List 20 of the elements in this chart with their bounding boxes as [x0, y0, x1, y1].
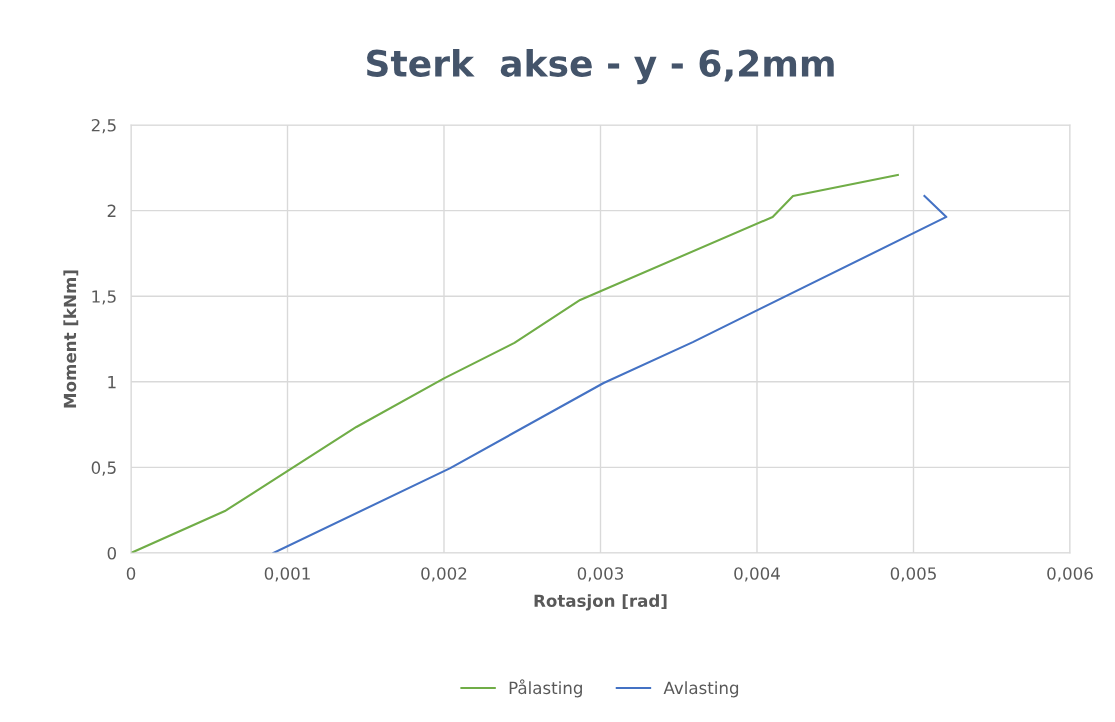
chart-title: Sterk akse - y - 6,2mm	[367, 48, 834, 85]
y-tick-label: 1	[108, 375, 116, 389]
x-tick-label: 0,005	[890, 567, 936, 582]
y-tick-label: 0,5	[91, 461, 116, 476]
x-tick-label: 0,006	[1047, 567, 1093, 582]
legend-label: Pålasting	[509, 679, 582, 698]
x-tick-label: 0,003	[577, 567, 624, 582]
y-tick-label: 1,5	[92, 290, 116, 305]
x-tick-label: 0,001	[264, 567, 310, 582]
y-tick-label: 2,5	[91, 118, 116, 134]
line-series	[131, 173, 899, 553]
x-axis-title: Rotasjon [rad]	[534, 594, 667, 611]
y-tick-label: 2	[107, 204, 116, 217]
x-tick-label: 0,002	[421, 567, 467, 582]
y-tick-label: 0	[107, 546, 116, 560]
line-series	[272, 195, 948, 553]
legend-label: Avlasting	[663, 681, 739, 698]
x-tick-label: 0,004	[734, 567, 780, 582]
y-axis-title: Moment [kNm]	[63, 270, 79, 408]
x-tick-label: 0	[126, 567, 136, 580]
